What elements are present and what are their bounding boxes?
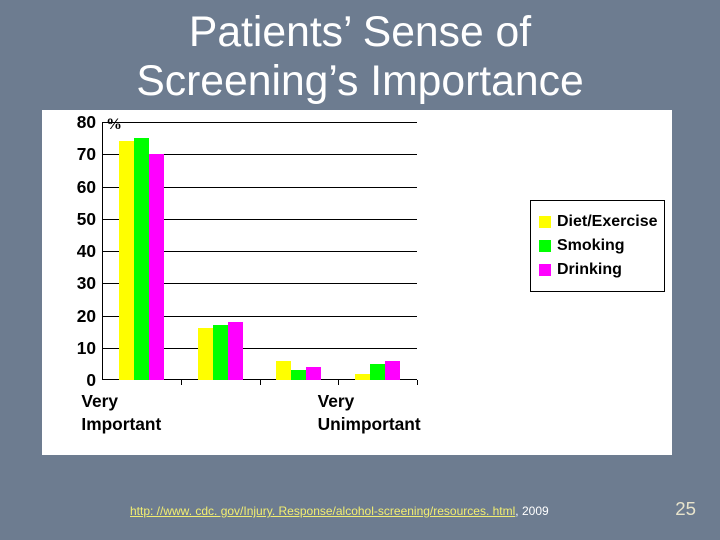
grid-line (102, 122, 417, 123)
y-tick-label: 50 (66, 209, 96, 230)
y-tick-label: 20 (66, 306, 96, 327)
legend-swatch (539, 264, 551, 276)
slide-number: 25 (675, 498, 696, 520)
footer-year: , 2009 (515, 504, 548, 518)
y-tick-label: 0 (66, 370, 96, 391)
legend-swatch (539, 240, 551, 252)
legend-label: Drinking (557, 261, 622, 279)
bar (198, 328, 213, 380)
x-tick (338, 380, 339, 385)
x-tick (417, 380, 418, 385)
bar (306, 367, 321, 380)
bar (355, 374, 370, 380)
page-title: Patients’ Sense of Screening’s Importanc… (0, 0, 720, 106)
y-tick-label: 70 (66, 144, 96, 165)
title-line-1: Patients’ Sense of (189, 8, 531, 56)
y-axis-line (102, 122, 103, 380)
y-tick-label: 60 (66, 177, 96, 198)
y-tick-label: 30 (66, 273, 96, 294)
legend-item: Diet/Exercise (539, 213, 656, 231)
bar (385, 361, 400, 380)
bar (134, 138, 149, 380)
bar (228, 322, 243, 380)
x-tick (181, 380, 182, 385)
x-category-label: VeryImportant (81, 390, 201, 435)
source-link[interactable]: http: //www. cdc. gov/Injury. Response/a… (130, 504, 515, 518)
legend-item: Drinking (539, 261, 656, 279)
footer-citation: http: //www. cdc. gov/Injury. Response/a… (130, 504, 549, 518)
bar (276, 361, 291, 380)
bar (119, 141, 134, 380)
slide: Patients’ Sense of Screening’s Importanc… (0, 0, 720, 540)
bar (149, 154, 164, 380)
legend-item: Smoking (539, 237, 656, 255)
legend: Diet/Exercise Smoking Drinking (530, 200, 665, 292)
x-tick (260, 380, 261, 385)
bar (370, 364, 385, 380)
legend-swatch (539, 216, 551, 228)
x-category-label: VeryUnimportant (318, 390, 438, 435)
y-tick-label: 40 (66, 241, 96, 262)
legend-label: Diet/Exercise (557, 213, 658, 231)
plot-area (102, 122, 417, 380)
title-line-2: Screening’s Importance (136, 57, 583, 105)
bar (213, 325, 228, 380)
y-tick-label: 80 (66, 112, 96, 133)
legend-label: Smoking (557, 237, 625, 255)
y-tick-label: 10 (66, 338, 96, 359)
bar (291, 370, 306, 380)
